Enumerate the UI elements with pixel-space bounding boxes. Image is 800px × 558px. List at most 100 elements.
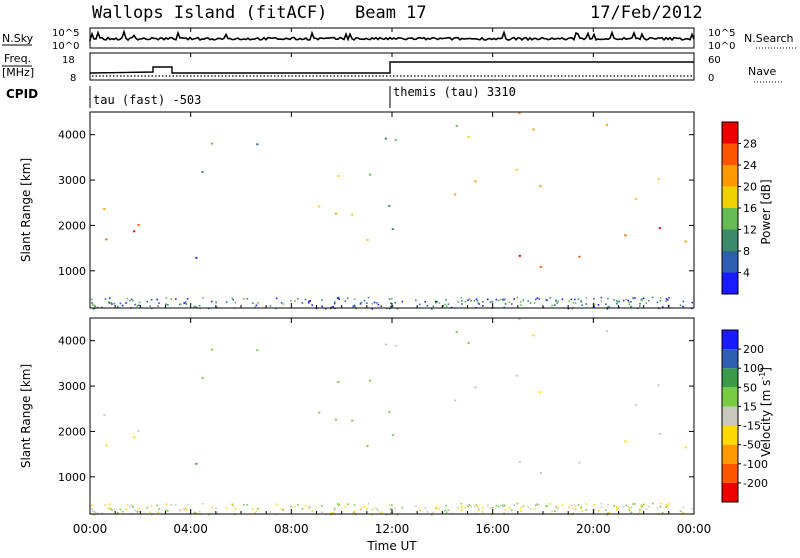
power-echo-cell	[593, 297, 595, 300]
velocity-echo-cell	[401, 506, 404, 509]
velocity-echo-cell	[665, 506, 667, 509]
power-echo-cell	[391, 298, 393, 300]
power-echo-cell	[522, 299, 525, 302]
power-echo-cell	[131, 298, 133, 301]
velocity-echo-cell	[628, 509, 631, 512]
power-echo-cell	[110, 301, 112, 304]
velocity-echo-cell	[666, 505, 669, 507]
velocity-echo-cell	[461, 509, 463, 511]
velocity-echo-cell	[108, 508, 111, 510]
velocity-echo-cell	[597, 509, 600, 512]
colorbar-segment	[722, 122, 738, 144]
velocity-echo-cell	[150, 513, 153, 516]
colorbar-frame	[721, 329, 739, 503]
power-echo-cell	[497, 299, 500, 302]
power-echo-cell	[344, 300, 347, 302]
velocity-echo-cell	[385, 513, 388, 516]
velocity-echo-cell	[605, 509, 607, 511]
cpid-label: CPID	[6, 87, 38, 101]
velocity-echo-cell	[110, 507, 112, 510]
power-echo-cell	[632, 297, 634, 299]
power-echo-cell	[539, 185, 542, 188]
colorbar-tick-label: -15	[743, 420, 761, 433]
power-echo-cell	[622, 299, 625, 302]
power-echo-cell	[424, 300, 427, 303]
velocity-echo-cell	[495, 504, 498, 507]
velocity-echo-cell	[158, 508, 160, 510]
power-echo-cell	[132, 300, 134, 302]
power-echo-cell	[363, 299, 366, 302]
power-echo-cell	[432, 305, 435, 308]
power-echo-cell	[605, 303, 607, 305]
velocity-echo-cell	[178, 509, 181, 512]
power-echo-cell	[460, 300, 463, 302]
power-echo-cell	[435, 300, 437, 303]
velocity-echo-cell	[133, 436, 136, 439]
beam-label: Beam 17	[355, 3, 427, 23]
velocity-echo-cell	[183, 508, 186, 510]
power-echo-cell	[475, 298, 478, 301]
colorbar-segment	[722, 349, 738, 369]
velocity-echo-cell	[337, 502, 340, 505]
velocity-echo-cell	[125, 508, 127, 510]
velocity-echo-cell	[659, 502, 662, 505]
power-echo-cell	[353, 298, 356, 300]
power-echo-cell	[90, 298, 93, 301]
velocity-echo-cell	[467, 505, 469, 508]
velocity-echo-cell	[656, 507, 659, 510]
velocity-echo-cell	[225, 507, 228, 510]
y-tick-label: 2000	[58, 425, 86, 438]
velocity-echo-cell	[344, 506, 347, 508]
velocity-echo-cell	[434, 507, 437, 510]
power-echo-cell	[91, 304, 94, 306]
velocity-echo-cell	[134, 509, 136, 512]
colorbar-segment	[722, 251, 738, 273]
velocity-echo-cell	[195, 462, 198, 465]
power-echo-cell	[92, 307, 95, 310]
velocity-echo-cell	[628, 507, 630, 510]
velocity-echo-cell	[371, 508, 374, 511]
velocity-echo-cell	[388, 410, 391, 413]
power-echo-cell	[539, 266, 542, 268]
power-echo-cell	[334, 212, 338, 215]
power-echo-cell	[491, 300, 494, 303]
power-echo-cell	[354, 305, 356, 308]
velocity-echo-cell	[431, 513, 433, 516]
velocity-echo-cell	[297, 503, 299, 506]
power-echo-cell	[473, 299, 476, 302]
frequency-trace	[89, 61, 694, 74]
velocity-echo-cell	[593, 511, 595, 514]
power-echo-cell	[105, 238, 108, 241]
colorbar-tick-label: -100	[743, 458, 768, 471]
power-echo-cell	[377, 303, 380, 306]
velocity-echo-cell	[574, 508, 577, 510]
power-ylabel: Slant Range [km]	[19, 158, 33, 262]
power-echo-cell	[257, 302, 259, 304]
power-echo-cell	[149, 305, 152, 307]
velocity-echo-cell	[606, 513, 609, 516]
noise-trace	[89, 29, 695, 42]
velocity-echo-cell	[606, 512, 609, 514]
velocity-echo-cell	[170, 504, 173, 506]
velocity-echo-cell	[304, 504, 307, 507]
velocity-echo-cell	[615, 508, 618, 511]
velocity-echo-cell	[682, 511, 684, 514]
velocity-colorbar-label: Velocity [m s-1]	[758, 367, 773, 457]
power-echo-cell	[321, 299, 323, 301]
power-echo-cell	[165, 303, 167, 306]
velocity-echo-cell	[373, 507, 376, 510]
power-echo-cell	[255, 304, 258, 307]
power-echo-cell	[600, 300, 603, 303]
velocity-echo-cell	[195, 512, 198, 515]
velocity-echo-cell	[92, 513, 95, 516]
power-echo-cell	[297, 297, 299, 300]
power-echo-cell	[464, 300, 467, 303]
velocity-echo-cell	[193, 511, 195, 514]
power-echo-cell	[597, 303, 600, 306]
power-echo-cell	[93, 304, 96, 307]
power-echo-cell	[585, 303, 587, 305]
power-echo-cell	[269, 305, 272, 307]
power-echo-cell	[442, 305, 444, 307]
power-echo-cell	[375, 302, 378, 304]
